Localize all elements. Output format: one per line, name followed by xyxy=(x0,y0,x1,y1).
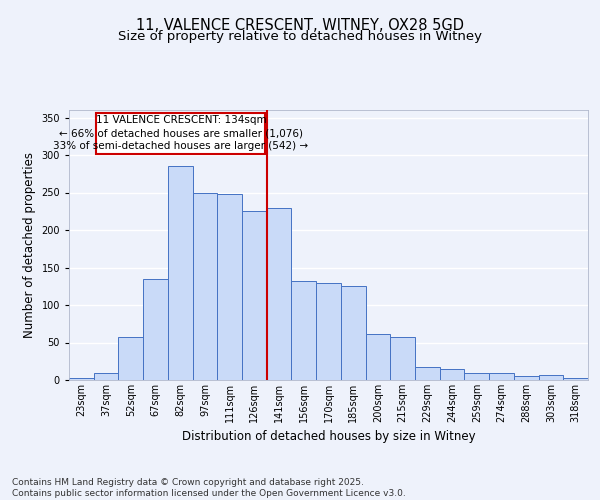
Bar xyxy=(440,369,464,380)
Bar xyxy=(168,166,193,380)
Text: 11, VALENCE CRESCENT, WITNEY, OX28 5GD: 11, VALENCE CRESCENT, WITNEY, OX28 5GD xyxy=(136,18,464,32)
FancyBboxPatch shape xyxy=(96,113,265,154)
Bar xyxy=(464,373,489,380)
Text: Contains HM Land Registry data © Crown copyright and database right 2025.
Contai: Contains HM Land Registry data © Crown c… xyxy=(12,478,406,498)
Bar xyxy=(365,334,390,380)
Bar xyxy=(341,286,365,380)
Bar xyxy=(316,282,341,380)
Bar xyxy=(563,378,588,380)
Y-axis label: Number of detached properties: Number of detached properties xyxy=(23,152,36,338)
Bar xyxy=(217,194,242,380)
Bar xyxy=(143,279,168,380)
Bar xyxy=(292,281,316,380)
X-axis label: Distribution of detached houses by size in Witney: Distribution of detached houses by size … xyxy=(182,430,475,444)
Bar xyxy=(539,375,563,380)
Bar xyxy=(94,372,118,380)
Bar xyxy=(69,378,94,380)
Bar xyxy=(514,376,539,380)
Bar xyxy=(415,366,440,380)
Bar xyxy=(242,211,267,380)
Bar xyxy=(118,336,143,380)
Bar xyxy=(193,192,217,380)
Bar xyxy=(390,336,415,380)
Text: 11 VALENCE CRESCENT: 134sqm
← 66% of detached houses are smaller (1,076)
33% of : 11 VALENCE CRESCENT: 134sqm ← 66% of det… xyxy=(53,115,308,152)
Text: Size of property relative to detached houses in Witney: Size of property relative to detached ho… xyxy=(118,30,482,43)
Bar xyxy=(267,208,292,380)
Bar xyxy=(489,373,514,380)
